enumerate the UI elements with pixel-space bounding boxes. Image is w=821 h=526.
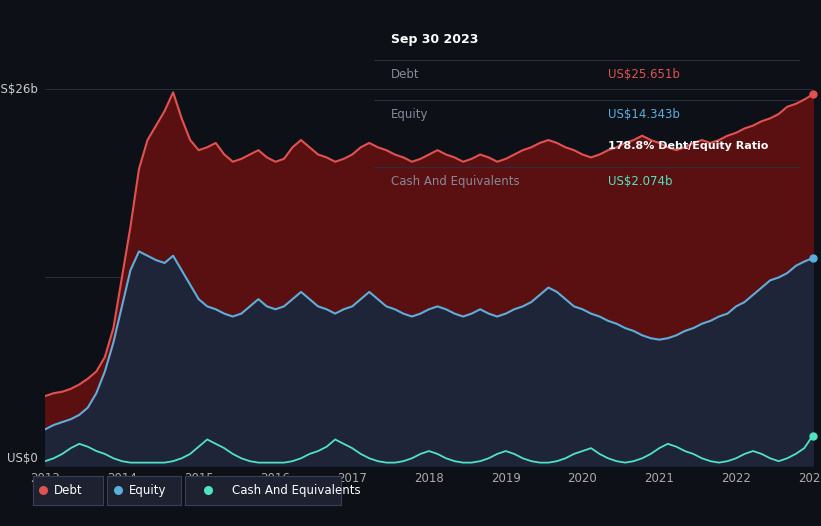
Text: Sep 30 2023: Sep 30 2023	[391, 33, 478, 46]
Point	[202, 486, 215, 494]
Text: US$0: US$0	[7, 452, 38, 465]
Text: US$14.343b: US$14.343b	[608, 108, 681, 121]
Text: US$26b: US$26b	[0, 83, 38, 96]
Text: US$25.651b: US$25.651b	[608, 68, 681, 82]
Text: 178.8% Debt/Equity Ratio: 178.8% Debt/Equity Ratio	[608, 141, 768, 151]
Point	[806, 254, 819, 262]
Point	[806, 90, 819, 99]
Point	[112, 486, 125, 494]
Point	[806, 431, 819, 440]
Text: Debt: Debt	[391, 68, 420, 82]
Text: Cash And Equivalents: Cash And Equivalents	[391, 175, 519, 188]
Point	[37, 486, 50, 494]
Text: US$2.074b: US$2.074b	[608, 175, 673, 188]
Text: Debt: Debt	[54, 484, 82, 497]
Text: Cash And Equivalents: Cash And Equivalents	[232, 484, 360, 497]
Text: Equity: Equity	[391, 108, 428, 121]
Text: Equity: Equity	[129, 484, 167, 497]
